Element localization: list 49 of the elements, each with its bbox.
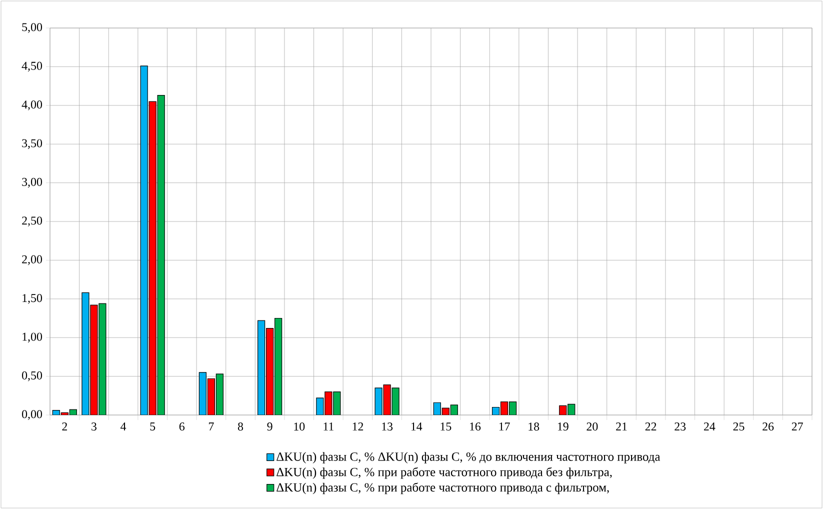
x-tick-label: 6 — [179, 422, 185, 431]
y-tick-label: 0,50 — [22, 371, 42, 382]
bar — [198, 372, 206, 415]
x-tick-label: 9 — [267, 422, 272, 431]
y-tick-label: 4,50 — [22, 62, 42, 72]
y-tick-label: 1,50 — [22, 294, 42, 304]
bar — [157, 95, 165, 415]
x-tick-label: 18 — [528, 422, 540, 431]
y-tick-label: 0,00 — [22, 410, 42, 420]
bar — [274, 318, 282, 415]
x-tick-label: 24 — [704, 422, 716, 430]
x-tick-label: 19 — [558, 422, 568, 431]
x-tick-label: 14 — [411, 422, 422, 430]
x-tick-label: 13 — [382, 422, 393, 431]
bar — [148, 101, 156, 415]
x-tick-label: 8 — [238, 422, 244, 431]
x-tick-label: 25 — [733, 422, 744, 431]
y-tick-label: 2,50 — [22, 216, 42, 226]
y-tick-label: 1,00 — [22, 332, 42, 342]
legend-label: ΔKU(n) фазы С, % при работе частотного привода без фильтра, — [276, 467, 612, 479]
x-tick-label: 2 — [62, 422, 67, 430]
y-tick-label: 5,00 — [22, 23, 42, 33]
x-tick-label: 21 — [616, 422, 627, 430]
bar — [258, 320, 266, 415]
y-tick-label: 2,00 — [22, 255, 42, 266]
bar — [140, 66, 148, 415]
bar — [207, 378, 215, 415]
x-tick-label: 7 — [208, 422, 214, 430]
x-tick-label: 5 — [150, 422, 156, 430]
x-tick-label: 26 — [762, 422, 774, 431]
legend-label: ΔKU(n) фазы С, % ΔKU(n) фазы С, % до включения частотного привода — [276, 452, 660, 464]
bar — [216, 374, 224, 415]
x-tick-label: 11 — [324, 422, 334, 430]
x-tick-label: 23 — [674, 422, 686, 431]
x-tick-label: 10 — [294, 422, 305, 431]
x-tick-label: 15 — [440, 422, 452, 431]
y-tick-label: 3,00 — [22, 178, 42, 188]
x-tick-label: 27 — [792, 422, 803, 430]
x-tick-label: 20 — [586, 422, 598, 431]
x-tick-label: 22 — [645, 422, 656, 430]
y-tick-label: 3,50 — [22, 139, 42, 149]
x-tick-label: 16 — [470, 422, 481, 431]
bar — [266, 328, 274, 415]
x-tick-label: 17 — [499, 422, 510, 430]
y-tick-label: 4,00 — [22, 100, 42, 110]
x-tick-label: 4 — [120, 422, 126, 430]
x-tick-label: 12 — [352, 422, 364, 430]
legend-label: ΔKU(n) фазы С, % при работе частотного привода с фильтром, — [276, 482, 609, 494]
x-tick-label: 3 — [92, 422, 96, 431]
